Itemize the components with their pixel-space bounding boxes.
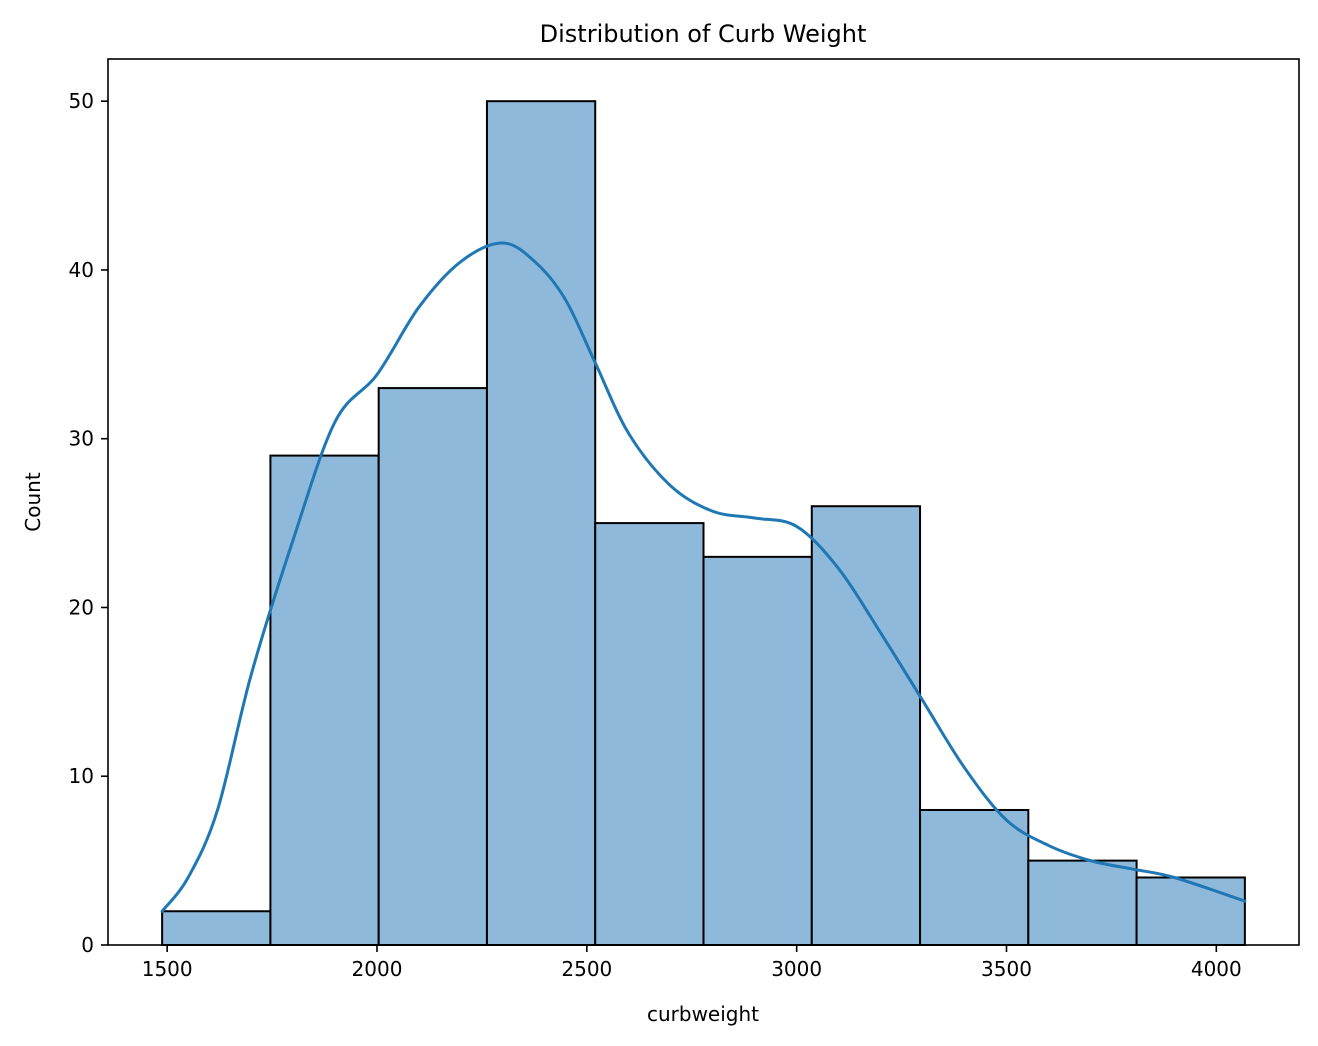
x-tick-label-1500: 1500: [142, 957, 193, 981]
histogram-bar-9: [1027, 859, 1138, 946]
histogram-bar-6: [702, 555, 813, 946]
chart-title: Distribution of Curb Weight: [540, 20, 867, 48]
y-axis-ticks: 0 10 20 30 40 50: [69, 89, 108, 957]
y-axis-label: Count: [21, 472, 45, 532]
kde-line: [160, 241, 1247, 913]
y-tick-label-30: 30: [69, 427, 94, 451]
kde-group: [160, 241, 1247, 913]
y-tick-label-10: 10: [69, 764, 94, 788]
histogram-bar-7: [810, 505, 922, 946]
y-tick-label-50: 50: [69, 89, 94, 113]
histogram-bar-4: [485, 100, 597, 946]
x-tick-label-2000: 2000: [352, 957, 403, 981]
x-tick-label-3000: 3000: [771, 957, 822, 981]
histogram-bar-10: [1135, 876, 1246, 946]
x-tick-label-3500: 3500: [981, 957, 1032, 981]
x-tick-label-4000: 4000: [1191, 957, 1242, 981]
plot-frame: [107, 58, 1300, 946]
x-axis-ticks: 1500 2000 2500 3000 3500 4000: [142, 945, 1242, 981]
histogram-bar-1: [161, 910, 272, 946]
x-tick-label-2500: 2500: [561, 957, 612, 981]
histogram-bar-3: [377, 387, 488, 947]
histogram-bar-2: [269, 454, 380, 946]
histogram-bar-8: [919, 808, 1030, 946]
y-tick-label-0: 0: [81, 933, 94, 957]
y-tick-label-20: 20: [69, 595, 94, 619]
bars-group: [161, 100, 1246, 947]
x-axis-label: curbweight: [647, 1002, 759, 1026]
y-tick-label-40: 40: [69, 258, 94, 282]
histogram-bar-5: [594, 522, 705, 946]
